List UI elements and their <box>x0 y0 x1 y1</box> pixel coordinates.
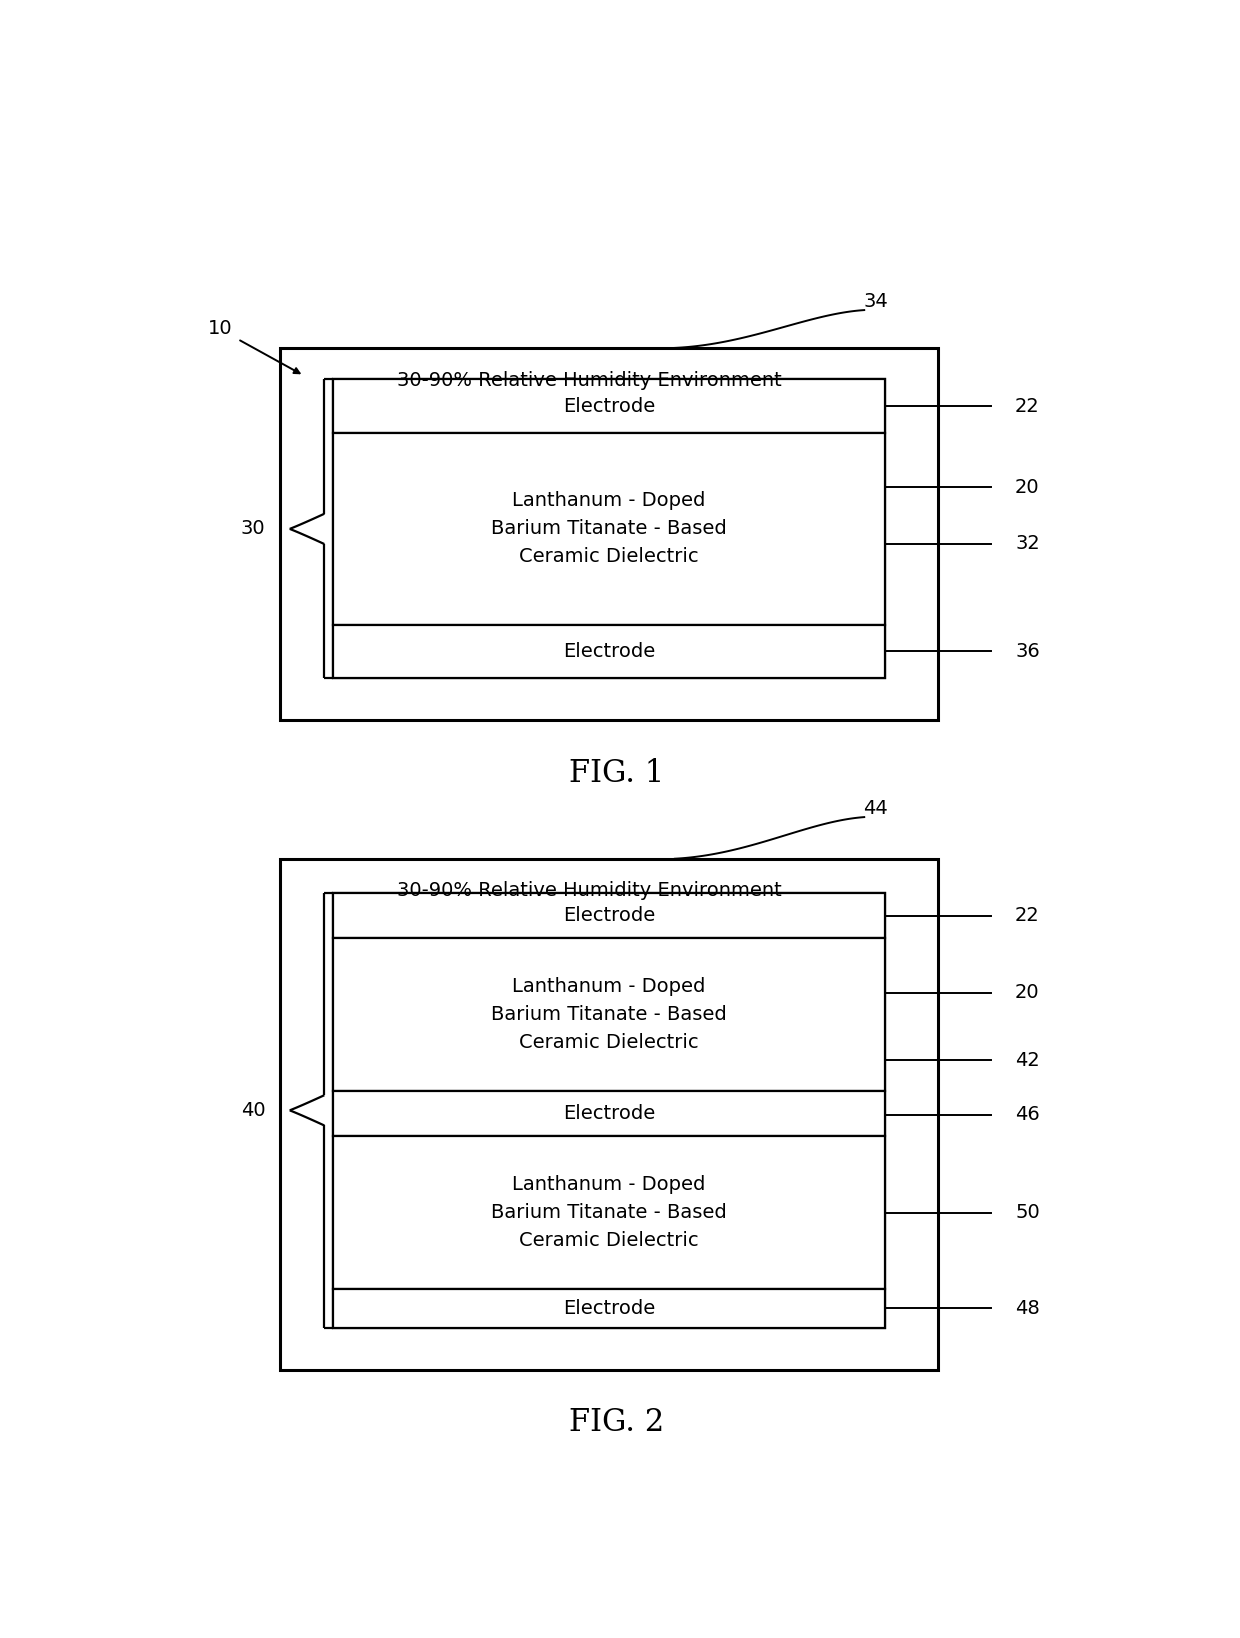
Text: 20: 20 <box>1016 983 1039 1002</box>
Text: 20: 20 <box>1016 478 1039 496</box>
Bar <box>332 380 885 432</box>
Text: 46: 46 <box>1016 1106 1040 1124</box>
Text: Electrode: Electrode <box>563 906 655 925</box>
Bar <box>332 1091 885 1137</box>
Bar <box>332 1137 885 1289</box>
Text: 22: 22 <box>1016 906 1040 925</box>
Text: 44: 44 <box>863 799 888 817</box>
Text: 50: 50 <box>1016 1202 1040 1222</box>
Text: FIG. 1: FIG. 1 <box>569 758 663 790</box>
Text: 48: 48 <box>1016 1299 1040 1319</box>
Text: 36: 36 <box>1016 642 1040 662</box>
Bar <box>332 939 885 1091</box>
Bar <box>280 347 939 721</box>
Text: 30-90% Relative Humidity Environment: 30-90% Relative Humidity Environment <box>397 881 781 901</box>
Text: 32: 32 <box>1016 534 1040 554</box>
Text: 40: 40 <box>241 1101 265 1120</box>
Bar <box>332 893 885 939</box>
Text: 34: 34 <box>863 292 888 311</box>
Text: Electrode: Electrode <box>563 1299 655 1319</box>
Bar <box>332 432 885 624</box>
Text: Electrode: Electrode <box>563 642 655 662</box>
Text: 30: 30 <box>241 519 265 539</box>
Text: Lanthanum - Doped
Barium Titanate - Based
Ceramic Dielectric: Lanthanum - Doped Barium Titanate - Base… <box>491 1174 727 1250</box>
Bar <box>280 858 939 1369</box>
Text: Lanthanum - Doped
Barium Titanate - Based
Ceramic Dielectric: Lanthanum - Doped Barium Titanate - Base… <box>491 978 727 1052</box>
Bar <box>332 380 885 678</box>
Bar <box>332 624 885 678</box>
Text: 30-90% Relative Humidity Environment: 30-90% Relative Humidity Environment <box>397 370 781 390</box>
Text: 22: 22 <box>1016 396 1040 416</box>
Text: Lanthanum - Doped
Barium Titanate - Based
Ceramic Dielectric: Lanthanum - Doped Barium Titanate - Base… <box>491 491 727 567</box>
Text: Electrode: Electrode <box>563 396 655 416</box>
Text: 42: 42 <box>1016 1052 1040 1070</box>
Text: 10: 10 <box>208 319 233 339</box>
Text: Electrode: Electrode <box>563 1104 655 1124</box>
Bar <box>332 1289 885 1328</box>
Text: FIG. 2: FIG. 2 <box>569 1407 663 1438</box>
Bar <box>332 893 885 1328</box>
